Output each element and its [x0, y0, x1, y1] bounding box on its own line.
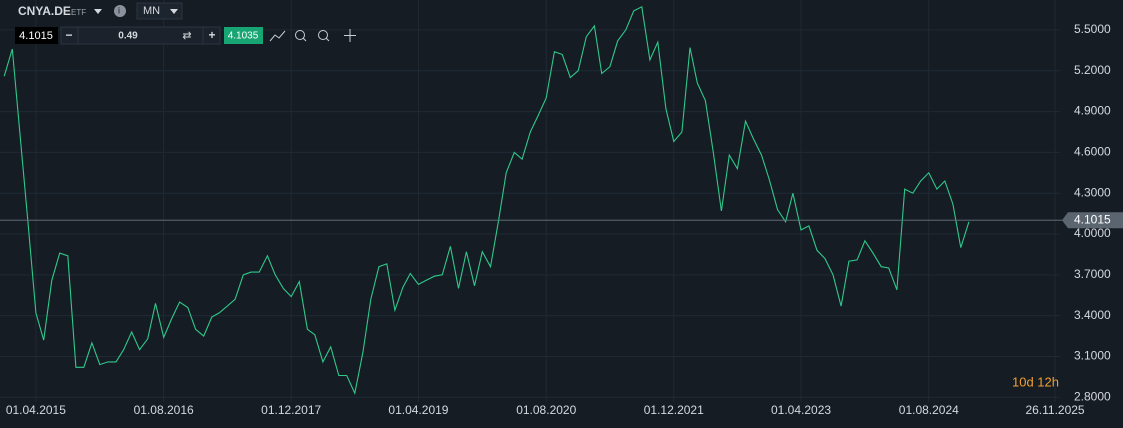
y-tick-label: 2.8000: [1074, 389, 1111, 403]
swap-icon[interactable]: ⇄: [182, 30, 191, 42]
plot-area: 01.04.2015 01.08.2016 01.12.2017 01.04.2019…: [0, 0, 1123, 417]
x-tick-label: 01.12.2021: [644, 403, 704, 417]
y-tick-label: 4.3000: [1074, 185, 1111, 199]
symbol[interactable]: CNYA.DE: [18, 4, 71, 18]
timeframe-select[interactable]: [136, 2, 183, 20]
y-tick-label: 4.6000: [1074, 145, 1111, 159]
x-tick-label: 01.08.2024: [899, 403, 959, 417]
y-tick-label: 5.2000: [1074, 63, 1111, 77]
price-line: [3, 5, 970, 395]
toolbar: CNYA.DE ETF i MN 4.1015 − 0.49 ⇄ + 4.103…: [15, 2, 356, 45]
x-tick-label: 01.08.2020: [516, 403, 576, 417]
bar-countdown: 10d 12h: [1012, 374, 1059, 389]
y-tick-label: 5.5000: [1074, 22, 1111, 36]
zoom-out-icon[interactable]: [295, 30, 305, 40]
x-tick-label: 01.04.2019: [388, 403, 448, 417]
minus-button[interactable]: −: [65, 28, 72, 42]
zoom-handle: [325, 37, 330, 42]
y-tick-label: 4.9000: [1074, 104, 1111, 118]
y-tick-label: 3.1000: [1074, 349, 1111, 363]
x-tick-label: 01.04.2023: [771, 403, 831, 417]
zoom-handle: [302, 37, 307, 42]
info-icon[interactable]: [114, 5, 126, 17]
y-tick-label: 4.0000: [1074, 226, 1111, 240]
plus-button[interactable]: +: [208, 28, 215, 42]
info-glyph: i: [118, 5, 120, 15]
line-tool-icon[interactable]: [269, 30, 286, 42]
last-price-label: 4.1015: [1074, 212, 1111, 226]
zoom-in-icon[interactable]: [318, 30, 328, 40]
step-value: 0.49: [118, 31, 138, 42]
pan-icon[interactable]: [344, 29, 356, 42]
x-tick-label: 01.08.2016: [134, 403, 194, 417]
y-tick-label: 3.4000: [1074, 308, 1111, 322]
symbol-type: ETF: [71, 8, 86, 17]
last-price-tag: [1062, 212, 1123, 229]
x-tick-label: 01.12.2017: [261, 403, 321, 417]
ask-price: 4.1035: [228, 31, 259, 42]
y-tick-label: 3.7000: [1074, 267, 1111, 281]
dropdown-arrow: [170, 9, 178, 14]
x-tick-label: 01.04.2015: [6, 403, 66, 417]
x-tick-label: 26.11.2025: [1025, 403, 1084, 417]
step-input[interactable]: [60, 26, 221, 45]
bid-box[interactable]: [15, 27, 58, 44]
dropdown-arrow[interactable]: [94, 9, 102, 14]
timeframe: MN: [143, 5, 160, 17]
bid-price: 4.1015: [19, 30, 53, 42]
ask-box[interactable]: [224, 27, 263, 44]
